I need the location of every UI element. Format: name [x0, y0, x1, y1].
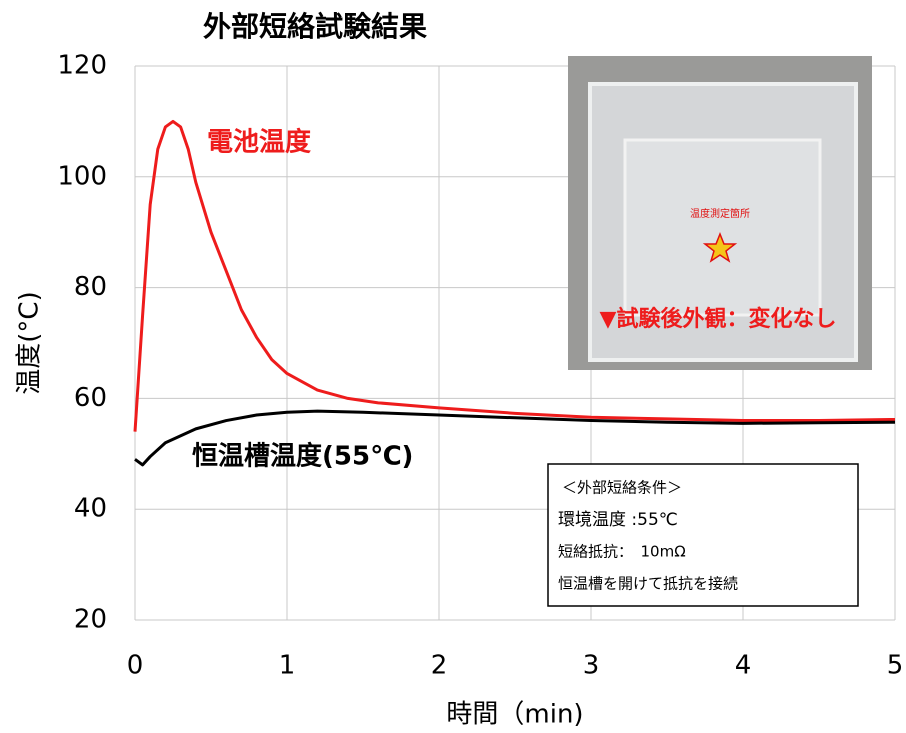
y-tick-label: 40 — [74, 494, 107, 524]
photo-spot-label: 温度測定箇所 — [690, 207, 750, 220]
series-label: 電池温度 — [207, 127, 311, 158]
x-tick-label: 4 — [735, 651, 752, 681]
y-tick-label: 60 — [74, 383, 107, 413]
y-tick-label: 100 — [57, 161, 107, 191]
chart: 外部短絡試験結果 時間（min) 温度(°C) 20 40 60 80 100 120 0 1… — [0, 0, 906, 733]
x-axis-label: 時間（min) — [446, 700, 583, 730]
conditions-text: 恒温槽を開けて抵抗を接続 — [558, 575, 738, 593]
x-tick-label: 0 — [127, 651, 144, 681]
conditions-text: 短絡抵抗： 10mΩ — [558, 543, 686, 561]
conditions-text: ＜外部短絡条件＞ — [562, 479, 682, 497]
x-tick-label: 2 — [431, 651, 448, 681]
y-tick-label: 120 — [57, 51, 107, 81]
y-tick-label: 80 — [74, 272, 107, 302]
chart-title: 外部短絡試験結果 — [203, 10, 427, 43]
x-tick-label: 5 — [887, 651, 904, 681]
y-axis-label: 温度(°C) — [15, 291, 45, 394]
conditions-text: 環境温度 :55℃ — [558, 510, 678, 530]
x-tick-label: 1 — [279, 651, 296, 681]
y-tick-label: 20 — [74, 605, 107, 635]
series-label: 恒温槽温度(55℃) — [192, 441, 413, 472]
page: {"chart_data": { "type": "line", "title"… — [0, 0, 906, 733]
photo-cell-inner — [625, 140, 820, 315]
photo-caption: ▼試験後外観：変化なし — [600, 306, 837, 332]
x-tick-label: 3 — [583, 651, 600, 681]
